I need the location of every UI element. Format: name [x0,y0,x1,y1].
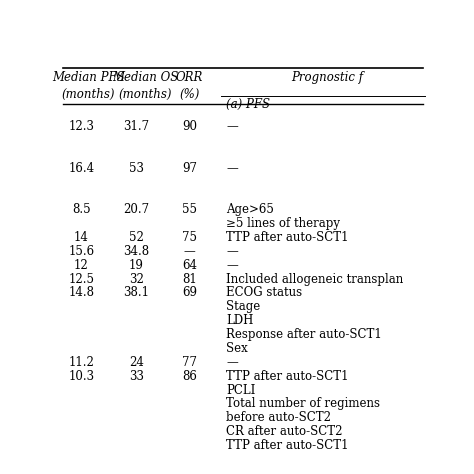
Text: 86: 86 [182,370,197,383]
Text: 33: 33 [129,370,144,383]
Text: TTP after auto-SCT1: TTP after auto-SCT1 [227,370,349,383]
Text: 11.2: 11.2 [68,356,94,369]
Text: 81: 81 [182,273,197,285]
Text: 52: 52 [129,231,144,244]
Text: (a) PFS: (a) PFS [227,98,270,111]
Text: 19: 19 [129,259,144,272]
Text: ORR
(%): ORR (%) [176,72,203,100]
Text: Median PFS
(months): Median PFS (months) [52,72,125,100]
Text: TTP after auto-SCT1: TTP after auto-SCT1 [227,439,349,452]
Text: Included allogeneic transplan: Included allogeneic transplan [227,273,404,285]
Text: LDH: LDH [227,314,254,327]
Text: Response after auto-SCT1: Response after auto-SCT1 [227,328,382,341]
Text: —: — [184,245,196,258]
Text: 34.8: 34.8 [123,245,149,258]
Text: —: — [227,162,238,174]
Text: Sex: Sex [227,342,248,355]
Text: 12.3: 12.3 [68,120,94,133]
Text: 15.6: 15.6 [68,245,94,258]
Text: 12: 12 [74,259,89,272]
Text: 14: 14 [74,231,89,244]
Text: 8.5: 8.5 [72,203,91,216]
Text: 20.7: 20.7 [123,203,149,216]
Text: —: — [227,245,238,258]
Text: 77: 77 [182,356,197,369]
Text: —: — [227,259,238,272]
Text: 10.3: 10.3 [68,370,94,383]
Text: —: — [227,356,238,369]
Text: Age​>65: Age​>65 [227,203,274,216]
Text: TTP after auto-SCT1: TTP after auto-SCT1 [227,231,349,244]
Text: ECOG status: ECOG status [227,286,302,300]
Text: 55: 55 [182,203,197,216]
Text: Median OS
(months): Median OS (months) [112,72,179,100]
Text: 31.7: 31.7 [123,120,149,133]
Text: 38.1: 38.1 [123,286,149,300]
Text: 12.5: 12.5 [68,273,94,285]
Text: CR after auto-SCT2: CR after auto-SCT2 [227,425,343,438]
Text: ≥​5 lines of therapy: ≥​5 lines of therapy [227,217,340,230]
Text: 97: 97 [182,162,197,174]
Text: Total number of regimens: Total number of regimens [227,397,381,410]
Text: 75: 75 [182,231,197,244]
Text: 64: 64 [182,259,197,272]
Text: PCLI: PCLI [227,383,256,397]
Text: 90: 90 [182,120,197,133]
Text: Prognostic f: Prognostic f [292,72,364,84]
Text: 16.4: 16.4 [68,162,94,174]
Text: 32: 32 [129,273,144,285]
Text: 69: 69 [182,286,197,300]
Text: 53: 53 [129,162,144,174]
Text: 14.8: 14.8 [68,286,94,300]
Text: 24: 24 [129,356,144,369]
Text: —: — [227,120,238,133]
Text: Stage: Stage [227,301,261,313]
Text: before auto-SCT2: before auto-SCT2 [227,411,331,424]
